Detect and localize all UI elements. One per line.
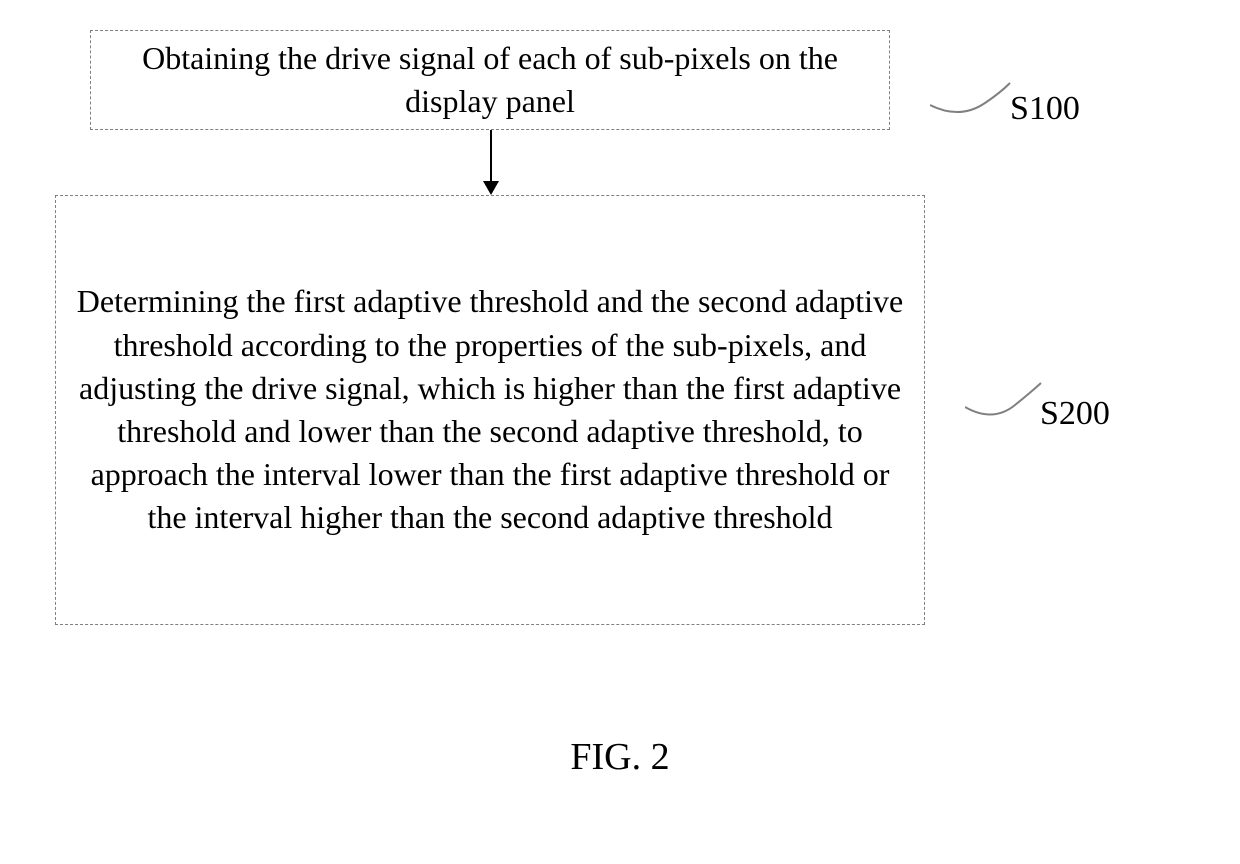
node-label-s100: S100 <box>1010 90 1080 128</box>
arrow-head-icon <box>483 181 499 195</box>
figure-caption: FIG. 2 <box>0 735 1240 779</box>
flowchart-node-s200: Determining the first adaptive threshold… <box>55 195 925 625</box>
flowchart-node-s100: Obtaining the drive signal of each of su… <box>90 30 890 130</box>
node-s200-text: Determining the first adaptive threshold… <box>76 280 904 539</box>
arrow-line <box>490 130 492 183</box>
flowchart-edge-s100-s200 <box>490 130 492 195</box>
node-label-s200: S200 <box>1040 395 1110 433</box>
flowchart-container: Obtaining the drive signal of each of su… <box>50 30 1190 625</box>
label-connector-s100 <box>930 75 1012 125</box>
label-connector-s200 <box>965 375 1043 430</box>
node-s100-text: Obtaining the drive signal of each of su… <box>111 37 869 123</box>
